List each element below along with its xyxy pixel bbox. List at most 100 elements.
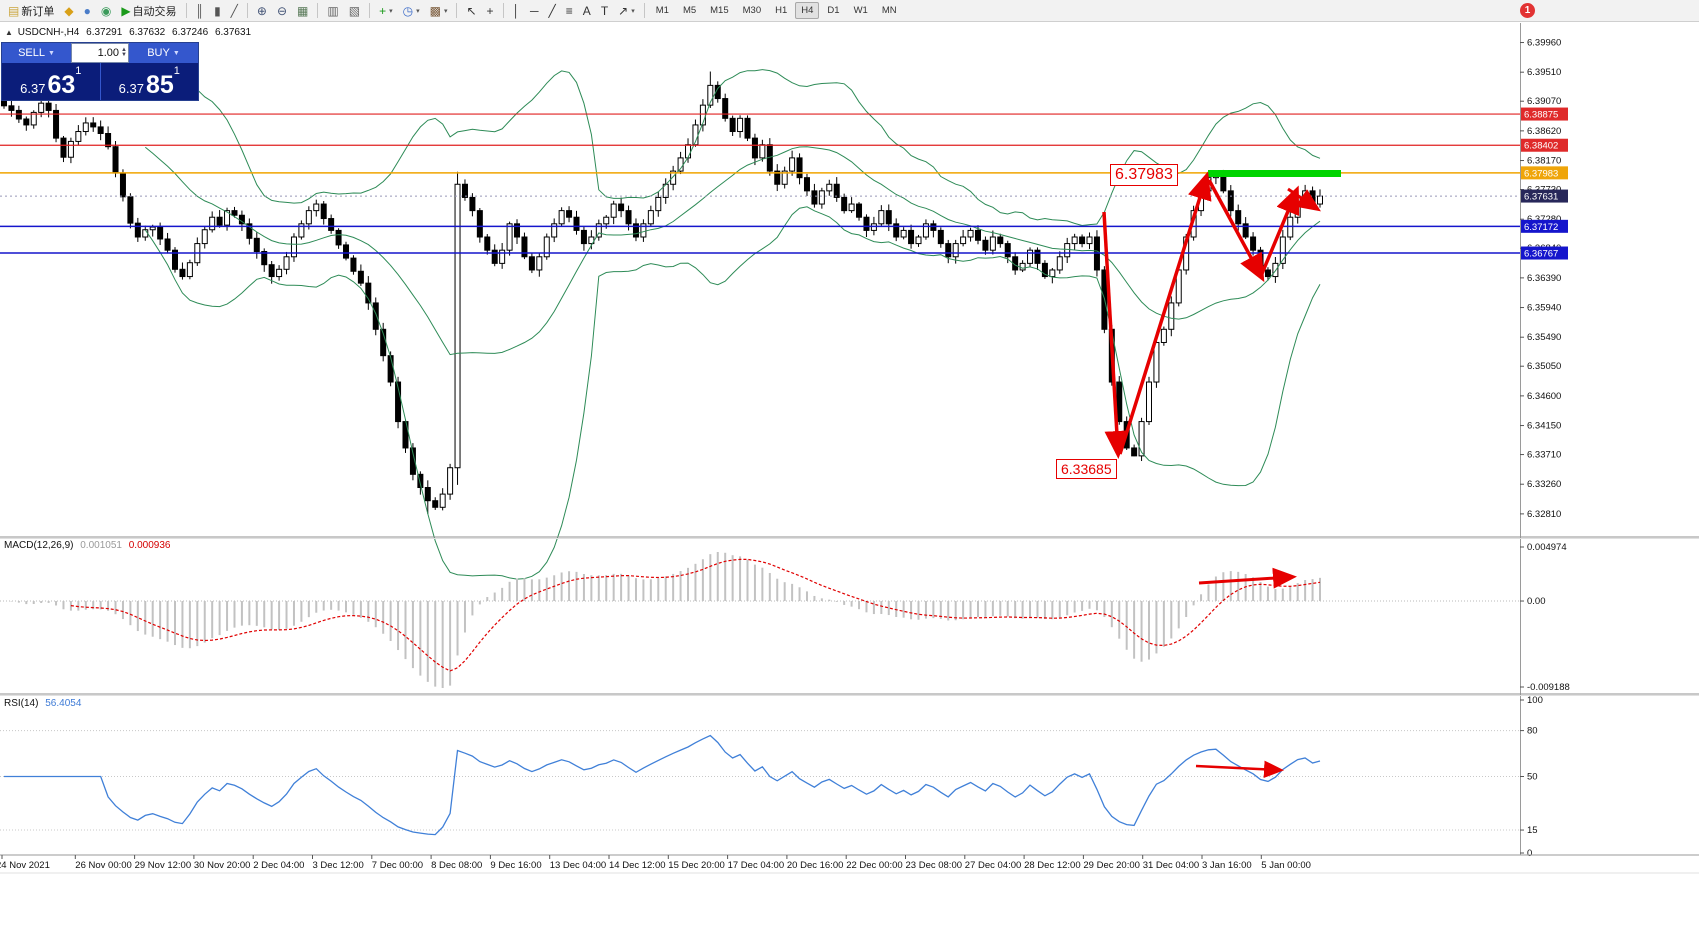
- toolbar-separator: [502, 3, 504, 18]
- bar-chart-icon: ║: [195, 3, 205, 18]
- zoom-out-button[interactable]: ⊖: [272, 1, 292, 21]
- macd-indicator-label: MACD(12,26,9) 0.001051 0.000936: [4, 540, 170, 551]
- text-label-icon: T: [600, 3, 609, 18]
- autotrading-button[interactable]: ▶ 自动交易: [116, 1, 181, 21]
- text-label-button[interactable]: T: [596, 1, 613, 21]
- autotrading-icon: ▶: [121, 3, 131, 18]
- timeframe-M15[interactable]: M15: [710, 5, 729, 16]
- sell-label: SELL: [18, 47, 45, 59]
- svg-text:6.39070: 6.39070: [1527, 96, 1561, 107]
- svg-text:6.33710: 6.33710: [1527, 450, 1561, 461]
- volume-up-icon[interactable]: ▲: [121, 47, 127, 53]
- svg-text:26 Nov 00:00: 26 Nov 00:00: [75, 860, 132, 871]
- timeframe-H1[interactable]: H1: [775, 5, 788, 16]
- arrows-button-dropdown-icon[interactable]: ▾: [631, 7, 635, 15]
- sell-price-sup: 1: [75, 65, 82, 77]
- periods-button[interactable]: ◷ ▾: [398, 1, 425, 21]
- text-button[interactable]: A: [578, 1, 596, 21]
- fibonacci-button[interactable]: ≡: [561, 1, 578, 21]
- macd-main-value: 0.001051: [80, 540, 122, 551]
- sell-price-button[interactable]: 6.37 63 1: [2, 63, 100, 100]
- trendline-icon: ╱: [548, 3, 556, 18]
- crosshair-icon: +: [486, 3, 494, 18]
- fibonacci-icon: ≡: [565, 3, 573, 18]
- trend-arrow-5[interactable]: [1287, 187, 1321, 212]
- svg-text:6.35050: 6.35050: [1527, 361, 1561, 372]
- zoom-out-icon: ⊖: [276, 3, 288, 18]
- volume-input[interactable]: 1.00 ▲ ▼: [71, 43, 129, 63]
- horizontal-line-icon: ─: [530, 3, 539, 18]
- candlestick-chart-button[interactable]: ▮: [209, 1, 226, 21]
- notification-badge[interactable]: 1: [1520, 3, 1535, 18]
- volume-stepper[interactable]: ▲ ▼: [121, 47, 127, 58]
- macd-name: MACD(12,26,9): [4, 540, 74, 551]
- svg-text:29 Dec 20:00: 29 Dec 20:00: [1083, 860, 1140, 871]
- cursor-button[interactable]: ↖: [461, 1, 481, 21]
- svg-text:50: 50: [1527, 772, 1538, 783]
- timeframe-M1[interactable]: M1: [655, 5, 669, 16]
- auto-arrange-button[interactable]: ▥: [322, 1, 343, 21]
- bar-chart-button[interactable]: ║: [191, 1, 210, 21]
- timeframe-M5[interactable]: M5: [682, 5, 697, 16]
- buy-price-button[interactable]: 6.37 85 1: [99, 63, 199, 100]
- toolbar-separator: [246, 3, 248, 18]
- autotrading-button-label: 自动交易: [132, 5, 177, 18]
- horizontal-line-button[interactable]: ─: [525, 1, 544, 21]
- line-chart-button[interactable]: ╱: [226, 1, 243, 21]
- vertical-line-button[interactable]: │: [508, 1, 526, 21]
- sell-dropdown[interactable]: SELL ▼: [2, 43, 71, 63]
- trend-annotations[interactable]: [1102, 170, 1341, 779]
- trend-arrow-6[interactable]: [1198, 567, 1297, 589]
- svg-text:13 Dec 04:00: 13 Dec 04:00: [550, 860, 607, 871]
- cascade-windows-button[interactable]: ▧: [344, 1, 365, 21]
- svg-text:6.35940: 6.35940: [1527, 303, 1561, 314]
- buy-dropdown[interactable]: BUY ▼: [129, 43, 198, 63]
- trend-arrow-3[interactable]: [1207, 179, 1265, 283]
- add-indicator-button-dropdown-icon[interactable]: ▾: [389, 7, 393, 15]
- market-watch-button[interactable]: ●: [79, 1, 96, 21]
- price-scale[interactable]: 6.399606.395106.390706.386206.381706.377…: [1520, 23, 1568, 855]
- periods-button-dropdown-icon[interactable]: ▾: [416, 7, 420, 15]
- timeframe-MN[interactable]: MN: [881, 5, 897, 16]
- timeframe-W1[interactable]: W1: [853, 5, 868, 16]
- profiles-button[interactable]: ◆: [59, 1, 78, 21]
- tile-windows-button[interactable]: ▦: [292, 1, 313, 21]
- svg-text:0.004974: 0.004974: [1527, 542, 1567, 553]
- add-indicator-button[interactable]: + ▾: [374, 1, 398, 21]
- crosshair-button[interactable]: +: [482, 1, 499, 21]
- svg-text:80: 80: [1527, 726, 1538, 737]
- templates-button-dropdown-icon[interactable]: ▾: [443, 7, 448, 15]
- timeframe-D1[interactable]: D1: [827, 5, 840, 16]
- timeframe-M30[interactable]: M30: [742, 5, 762, 16]
- templates-button[interactable]: ▩ ▾: [425, 1, 453, 21]
- annotation-low-label[interactable]: 6.33685: [1056, 459, 1117, 479]
- svg-text:5 Jan 00:00: 5 Jan 00:00: [1261, 860, 1311, 871]
- trend-arrow-4[interactable]: [1259, 185, 1300, 277]
- zoom-in-button[interactable]: ⊕: [252, 1, 272, 21]
- volume-value: 1.00: [97, 47, 120, 59]
- trend-arrow-2[interactable]: [1118, 171, 1212, 455]
- auto-arrange-icon: ▥: [327, 3, 339, 18]
- trendline-button[interactable]: ╱: [544, 1, 561, 21]
- timeframe-H4[interactable]: H4: [795, 2, 820, 19]
- green-resistance-line[interactable]: [1208, 170, 1341, 177]
- annotation-high-label[interactable]: 6.37983: [1110, 164, 1178, 186]
- svg-text:23 Dec 08:00: 23 Dec 08:00: [906, 860, 963, 871]
- add-indicator-icon: +: [379, 3, 387, 18]
- svg-text:3 Jan 16:00: 3 Jan 16:00: [1202, 860, 1252, 871]
- new-order-button[interactable]: ▤ 新订单: [3, 1, 59, 21]
- trend-arrow-7[interactable]: [1195, 760, 1284, 779]
- svg-text:27 Dec 04:00: 27 Dec 04:00: [965, 860, 1022, 871]
- data-window-button[interactable]: ◉: [96, 1, 116, 21]
- arrows-icon: ↗: [618, 3, 629, 18]
- svg-text:6.34150: 6.34150: [1527, 421, 1561, 432]
- svg-text:0.00: 0.00: [1527, 596, 1546, 607]
- profiles-icon: ◆: [64, 3, 74, 18]
- trend-arrow-1[interactable]: [1102, 211, 1130, 459]
- arrows-button[interactable]: ↗ ▾: [613, 1, 640, 21]
- rsi-indicator-label: RSI(14) 56.4054: [4, 698, 81, 709]
- market-watch-icon: ●: [83, 3, 91, 18]
- volume-down-icon[interactable]: ▼: [121, 52, 127, 58]
- time-axis[interactable]: 24 Nov 2021 26 Nov 00:00 29 Nov 12:00 30 No…: [0, 854, 1699, 874]
